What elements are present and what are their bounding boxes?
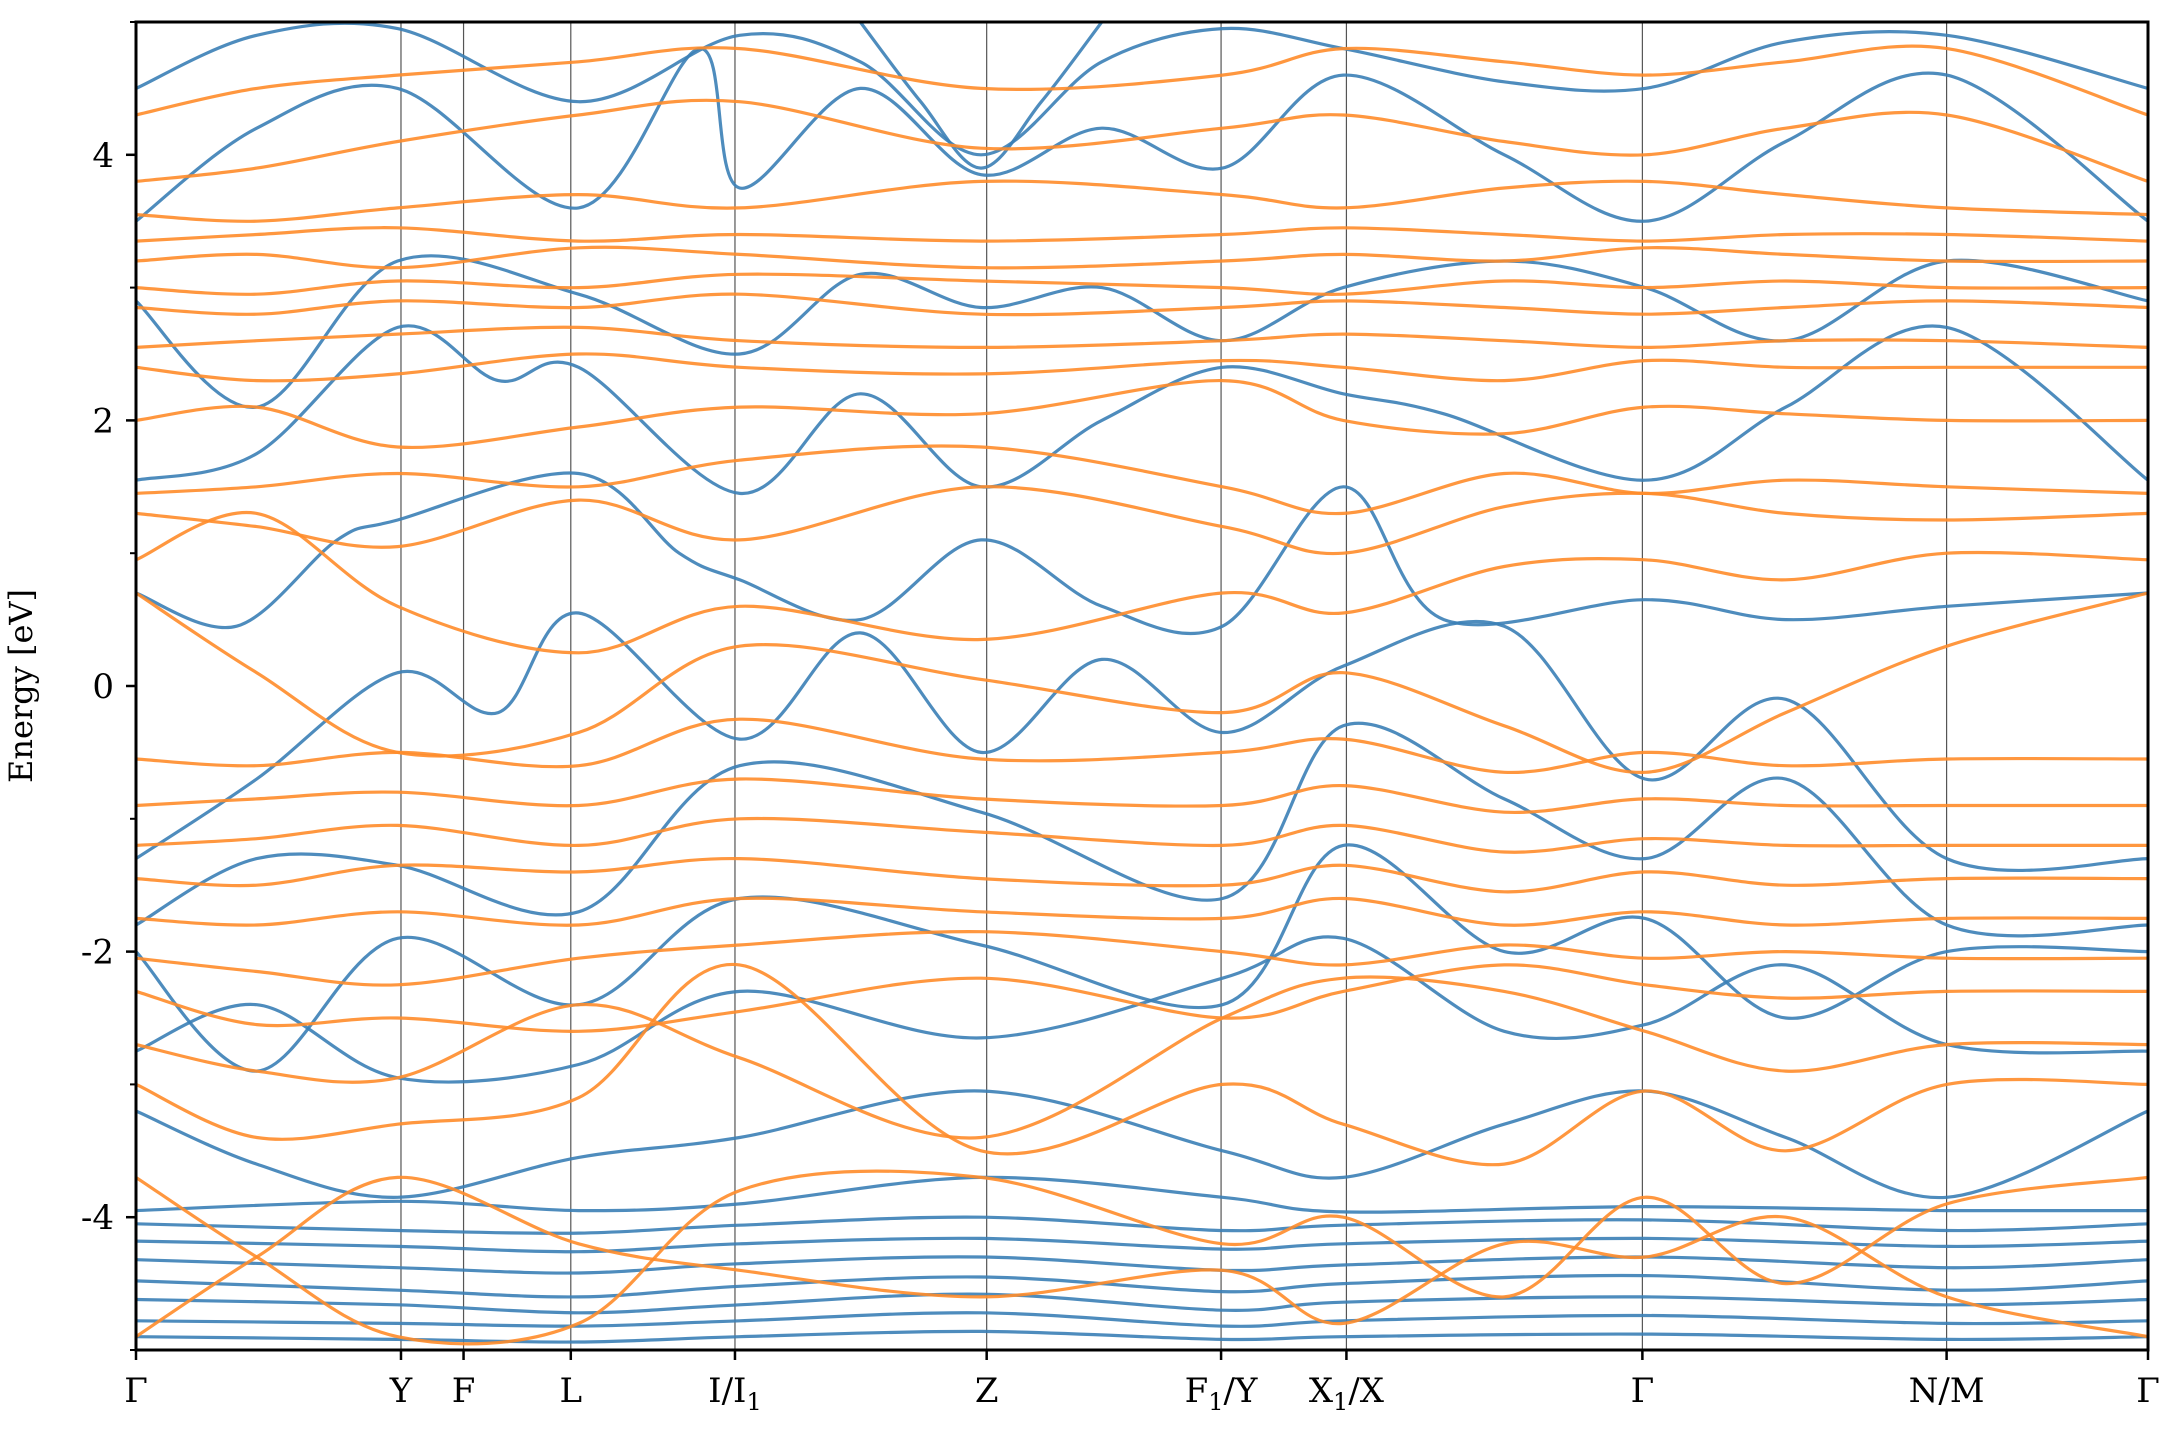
kpoint-label-0: Γ: [124, 1371, 148, 1411]
band-orange-30: [136, 510, 2148, 655]
band-orange-20: [136, 963, 2148, 1167]
band-blue-10: [136, 721, 2148, 938]
kpoint-label-5: Z: [975, 1371, 999, 1411]
y-axis-label: Energy [eV]: [2, 589, 40, 783]
y-tick-label-1: -2: [81, 933, 114, 973]
band-orange-22: [136, 963, 2148, 1033]
high-symmetry-lines: [400, 22, 1948, 1350]
kpoint-label-10: Γ: [2136, 1371, 2160, 1411]
band-blue-4: [136, 1329, 2148, 1344]
band-blue-3: [136, 1311, 2148, 1328]
y-tick-label-3: 2: [92, 401, 114, 441]
band-blue-5: [136, 1236, 2148, 1254]
kpoint-label-1: Y: [389, 1371, 413, 1411]
x-axis: Γ Y F L I/I1 Z F1/Y X1/X Γ N/M Γ: [124, 1350, 2160, 1416]
band-orange-32: [136, 444, 2148, 516]
kpoint-label-3: L: [560, 1371, 583, 1411]
band-orange-33: [136, 378, 2148, 450]
band-blue-18: [136, 843, 2148, 1073]
band-orange-29: [136, 591, 2148, 774]
band-blue-11: [136, 611, 2148, 873]
band-orange-35: [136, 325, 2148, 350]
band-orange-27: [136, 777, 2148, 815]
band-orange-40: [136, 179, 2148, 223]
band-blue-8: [136, 1089, 2148, 1200]
kpoint-label-7: X1/X: [1309, 1371, 1385, 1416]
band-orange-39: [136, 226, 2148, 243]
band-orange-21: [136, 975, 2148, 1140]
band-orange-19: [136, 1169, 2148, 1346]
band-orange-37: [136, 272, 2148, 296]
band-blue-1: [136, 1273, 2148, 1299]
band-orange-26: [136, 816, 2148, 854]
band-blue-13: [136, 324, 2148, 496]
band-orange-43: [136, 1175, 2148, 1339]
band-orange-34: [136, 352, 2148, 383]
band-blue-17: [859, 22, 1104, 170]
band-lines: [136, 22, 2148, 1346]
band-blue-16: [136, 22, 2148, 157]
kpoint-label-4: I/I1: [708, 1371, 762, 1416]
y-tick-label-0: -4: [81, 1198, 114, 1238]
y-axis: -4 -2 0 2 4: [81, 21, 136, 1351]
band-orange-38: [136, 245, 2148, 270]
band-orange-31: [136, 485, 2148, 556]
band-blue-0: [136, 1255, 2148, 1275]
kpoint-label-8: Γ: [1631, 1371, 1655, 1411]
band-orange-28: [136, 717, 2148, 775]
band-orange-24: [136, 896, 2148, 927]
kpoint-label-2: F: [452, 1371, 476, 1411]
band-orange-36: [136, 292, 2148, 317]
y-tick-label-4: 4: [92, 136, 114, 176]
y-tick-label-2: 0: [92, 667, 114, 707]
band-blue-9: [136, 935, 2148, 1084]
band-orange-23: [136, 930, 2148, 987]
band-blue-12: [136, 471, 2148, 636]
band-orange-25: [136, 856, 2148, 894]
band-blue-2: [136, 1292, 2148, 1315]
band-orange-42: [136, 44, 2148, 117]
band-orange-41: [136, 98, 2148, 183]
band-blue-7: [136, 1175, 2148, 1214]
band-blue-15: [136, 47, 2148, 223]
kpoint-label-6: F1/Y: [1185, 1371, 1258, 1416]
kpoint-label-9: N/M: [1909, 1371, 1985, 1411]
